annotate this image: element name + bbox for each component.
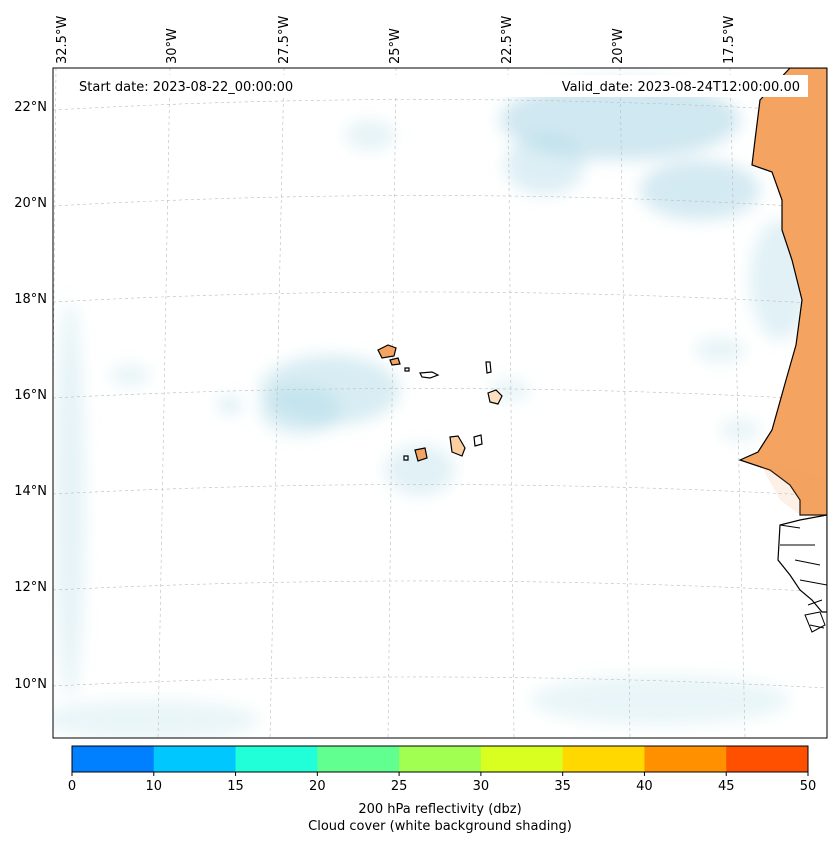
lat-label: 12°N xyxy=(14,580,47,595)
colorbar-segment xyxy=(317,746,400,772)
colorbar-tick-label: 15 xyxy=(227,779,244,794)
colorbar-tick-label: 20 xyxy=(309,779,326,794)
lat-label: 10°N xyxy=(14,677,47,692)
colorbar-segment xyxy=(644,746,727,772)
longitude-labels: 32.5°W 30°W 27.5°W 25°W 22.5°W 20°W 17.5… xyxy=(55,16,737,64)
lon-label: 17.5°W xyxy=(722,16,737,64)
cape-verde-islands xyxy=(377,344,503,462)
lat-label: 22°N xyxy=(14,100,47,115)
lat-label: 20°N xyxy=(14,196,47,211)
colorbar-frame xyxy=(71,745,809,773)
latitude-labels: 22°N 20°N 18°N 16°N 14°N 12°N 10°N xyxy=(14,100,47,692)
lat-label: 16°N xyxy=(14,388,47,403)
map-gridlines xyxy=(53,68,827,738)
colorbar-tick-label: 0 xyxy=(68,779,76,794)
reflectivity-colorbar: 0 10 15 20 25 30 35 40 45 50 xyxy=(68,745,817,794)
colorbar-tick-label: 30 xyxy=(473,779,490,794)
africa-coast xyxy=(738,68,827,633)
lon-label: 20°W xyxy=(611,28,626,64)
colorbar-segment xyxy=(72,746,155,772)
colorbar-segment xyxy=(726,746,809,772)
lon-label: 25°W xyxy=(388,28,403,64)
colorbar-label: 200 hPa reflectivity (dbz) xyxy=(358,802,521,817)
colorbar-sublabel: Cloud cover (white background shading) xyxy=(308,819,572,834)
colorbar-segment xyxy=(235,746,318,772)
start-date-label: Start date: 2023-08-22_00:00:00 xyxy=(79,80,293,95)
colorbar-tick-label: 40 xyxy=(636,779,653,794)
map-frame xyxy=(52,67,828,739)
colorbar-tick-label: 35 xyxy=(554,779,571,794)
colorbar-segment xyxy=(399,746,482,772)
valid-date-label: Valid_date: 2023-08-24T12:00:00.00 xyxy=(562,80,800,95)
lat-label: 14°N xyxy=(14,484,47,499)
colorbar-tick-label: 10 xyxy=(146,779,163,794)
map-plot-area xyxy=(53,68,827,738)
lon-label: 27.5°W xyxy=(277,16,292,64)
colorbar-tick-label: 50 xyxy=(800,779,817,794)
colorbar-segment xyxy=(153,746,237,772)
colorbar-tick-label: 45 xyxy=(718,779,735,794)
lon-label: 22.5°W xyxy=(500,16,515,64)
date-info-box xyxy=(72,75,808,97)
lon-label: 32.5°W xyxy=(55,16,70,64)
lat-label: 18°N xyxy=(14,292,47,307)
lon-label: 30°W xyxy=(165,28,180,64)
colorbar-segment xyxy=(562,746,645,772)
colorbar-tick-label: 25 xyxy=(391,779,408,794)
colorbar-segment xyxy=(480,746,564,772)
